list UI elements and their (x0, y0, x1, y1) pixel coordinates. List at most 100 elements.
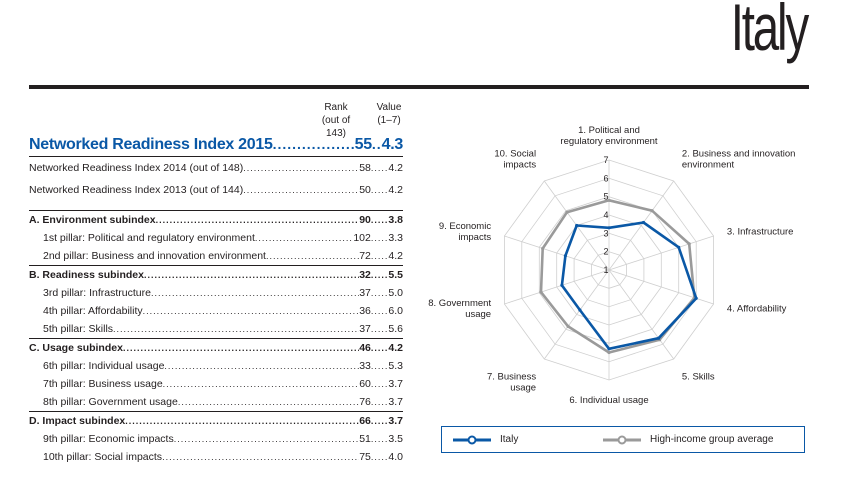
grid-spoke (608, 235, 714, 271)
row-label: Networked Readiness Index 2015 (29, 136, 273, 153)
grid-spoke (608, 269, 675, 360)
data-point-high-income (541, 246, 545, 251)
row-value: 4.2 (388, 250, 403, 262)
pillar-row: 5th pillar: Skills 37 5.6 (29, 320, 403, 338)
axis-label: 8. Government usage (428, 298, 491, 320)
grid-spoke (504, 269, 610, 305)
row-label: Networked Readiness Index 2013 (out of 1… (29, 184, 244, 196)
axis-label-line: 6. Individual usage (569, 395, 648, 406)
axis-label-line: usage (510, 382, 536, 393)
rank-header-line: Rank (324, 102, 348, 113)
data-point-italy (694, 296, 698, 300)
data-point-italy (578, 308, 582, 312)
series-line-italy (560, 221, 698, 351)
legend-swatch-italy (453, 435, 491, 444)
axis-label: 10. Social impacts (494, 149, 536, 171)
row-rank: 37 (359, 287, 371, 299)
subindex-row: C. Usage subindex 46 4.2 (29, 339, 403, 357)
axis-label-line: environment (682, 160, 735, 171)
row-value: 3.8 (388, 214, 403, 226)
axis-label-line: 1. Political and (578, 125, 640, 136)
axis-label-line: 9. Economic (439, 221, 492, 232)
axis-label-line: 4. Affordability (727, 303, 787, 314)
data-point-italy (575, 223, 579, 228)
radar-chart: 1 2 3 4 5 6 7 1. Political and regulatory enviro… (428, 125, 796, 406)
row-label: 10th pillar: Social impacts (43, 451, 163, 463)
data-point-italy (657, 336, 661, 340)
row-rank: 90 (359, 214, 371, 226)
row-rank: 46 (359, 342, 371, 354)
chart-legend: Italy High-income group average (441, 426, 805, 453)
history-row: Networked Readiness Index 2013 (out of 1… (29, 179, 403, 201)
title-rule (29, 85, 809, 89)
row-label: Networked Readiness Index 2014 (out of 1… (29, 162, 244, 174)
row-value: 3.7 (388, 415, 403, 427)
pillar-row: 4th pillar: Affordability 36 6.0 (29, 302, 403, 320)
axis-label-line: 10. Social (494, 149, 536, 160)
value-header-line: Value (376, 102, 402, 113)
row-value: 5.0 (388, 287, 403, 299)
scale-tick-label: 5 (603, 192, 608, 202)
row-rank: 72 (359, 250, 371, 262)
data-point-high-income (687, 242, 691, 246)
axis-label: 7. Business usage (487, 371, 536, 393)
data-point-high-income (607, 198, 611, 202)
row-value: 3.5 (388, 433, 403, 445)
row-value: 3.7 (388, 378, 403, 390)
subindex-row: D. Impact subindex 66 3.7 (29, 412, 403, 430)
history-row: Networked Readiness Index 2014 (out of 1… (29, 157, 403, 179)
axis-label-line: impacts (503, 160, 536, 171)
row-rank: 102 (353, 232, 371, 244)
axis-label: 2. Business and innovation environment (682, 149, 796, 171)
row-value: 5.6 (388, 323, 403, 335)
row-label: 5th pillar: Skills (43, 323, 114, 335)
row-rank: 50 (359, 184, 371, 196)
data-point-high-income (565, 210, 569, 214)
legend-swatch-high-income (603, 435, 641, 444)
row-value: 4.2 (388, 184, 403, 196)
scale-tick-label: 3 (603, 228, 608, 238)
axis-label-line: 3. Infrastructure (727, 227, 794, 238)
data-point-high-income (539, 290, 543, 294)
grid-spoke (543, 269, 610, 360)
row-value: 6.0 (388, 305, 403, 317)
row-rank: 60 (359, 378, 371, 390)
legend-label-high-income: High-income group average (650, 434, 774, 445)
row-value: 3.7 (388, 396, 403, 408)
row-value: 4.2 (388, 162, 403, 174)
row-label: 4th pillar: Affordability (43, 305, 143, 317)
axis-label: 1. Political and regulatory environment (560, 125, 658, 147)
grid-spoke (504, 235, 610, 271)
pillar-row: 3rd pillar: Infrastructure 37 5.0 (29, 284, 403, 302)
row-rank: 75 (359, 451, 371, 463)
row-rank: 76 (359, 396, 371, 408)
axis-label-line: usage (465, 309, 491, 320)
legend-item-high-income: High-income group average (602, 427, 773, 452)
scale-tick-label: 6 (603, 173, 608, 183)
pillar-row: 8th pillar: Government usage 76 3.7 (29, 393, 403, 411)
axis-label: 9. Economic impacts (439, 221, 492, 243)
scale-tick-label: 1 (603, 265, 608, 275)
row-value: 4.2 (388, 342, 403, 354)
grid-spoke (608, 180, 675, 271)
row-rank: 58 (359, 162, 371, 174)
data-point-high-income (566, 324, 570, 328)
axis-label-line: 5. Skills (682, 371, 715, 382)
data-point-italy (677, 245, 681, 249)
subindex-row: B. Readiness subindex 32 5.5 (29, 266, 403, 284)
data-point-high-income (650, 209, 654, 213)
row-label: 2nd pillar: Business and innovation envi… (43, 250, 266, 262)
axis-label: 6. Individual usage (569, 395, 648, 406)
data-point-italy (560, 283, 564, 287)
pillar-row: 2nd pillar: Business and innovation envi… (29, 247, 403, 265)
row-rank: 32 (359, 269, 371, 281)
row-value: 4.0 (388, 451, 403, 463)
scale-tick-label: 2 (603, 247, 608, 257)
divider (29, 156, 403, 157)
pillar-row: 7th pillar: Business usage 60 3.7 (29, 375, 403, 393)
row-rank: 36 (359, 305, 371, 317)
data-point-italy (563, 254, 567, 258)
pillar-row: 10th pillar: Social impacts 75 4.0 (29, 448, 403, 466)
pillar-row: 6th pillar: Individual usage 33 5.3 (29, 357, 403, 375)
data-point-italy (641, 220, 646, 225)
